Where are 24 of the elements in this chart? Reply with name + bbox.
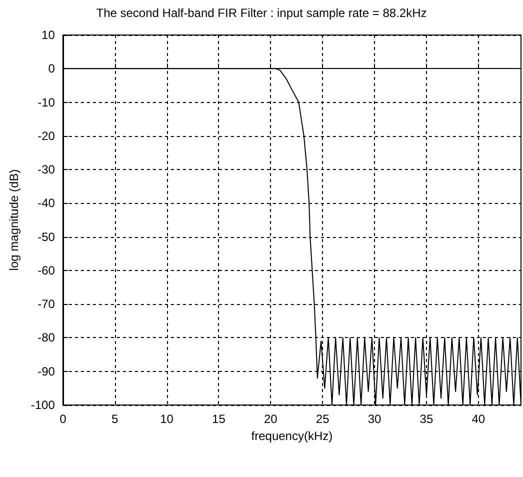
x-tick-label: 40 — [472, 412, 486, 426]
y-tick-label: -50 — [38, 230, 56, 244]
x-tick-label: 10 — [160, 412, 174, 426]
y-tick-label: -10 — [38, 95, 56, 110]
x-tick-label: 25 — [316, 412, 330, 426]
x-axis-title: frequency(kHz) — [251, 428, 333, 443]
y-tick-label: -100 — [30, 398, 56, 412]
x-tick-label: 35 — [420, 412, 434, 426]
x-tick-label: 5 — [112, 412, 119, 426]
y-tick-label: -80 — [38, 330, 56, 345]
y-tick-label: 0 — [48, 62, 56, 76]
y-tick-label: -60 — [38, 263, 56, 278]
x-tick-label: 30 — [368, 412, 382, 426]
y-axis-title: log magnitude (dB) — [7, 169, 21, 271]
x-tick-label: 0 — [60, 412, 67, 426]
y-tick-label: -90 — [38, 364, 56, 378]
x-tick-label: 20 — [264, 412, 278, 426]
y-tick-label: -70 — [38, 297, 56, 312]
y-tick-label: -30 — [38, 162, 56, 177]
y-tick-label: 10 — [42, 28, 56, 42]
y-tick-label: -20 — [38, 128, 56, 143]
x-tick-label: 15 — [212, 412, 226, 426]
y-tick-label: -40 — [38, 196, 56, 210]
chart-title: The second Half-band FIR Filter : input sample rate = 88.2kHz — [96, 6, 427, 20]
